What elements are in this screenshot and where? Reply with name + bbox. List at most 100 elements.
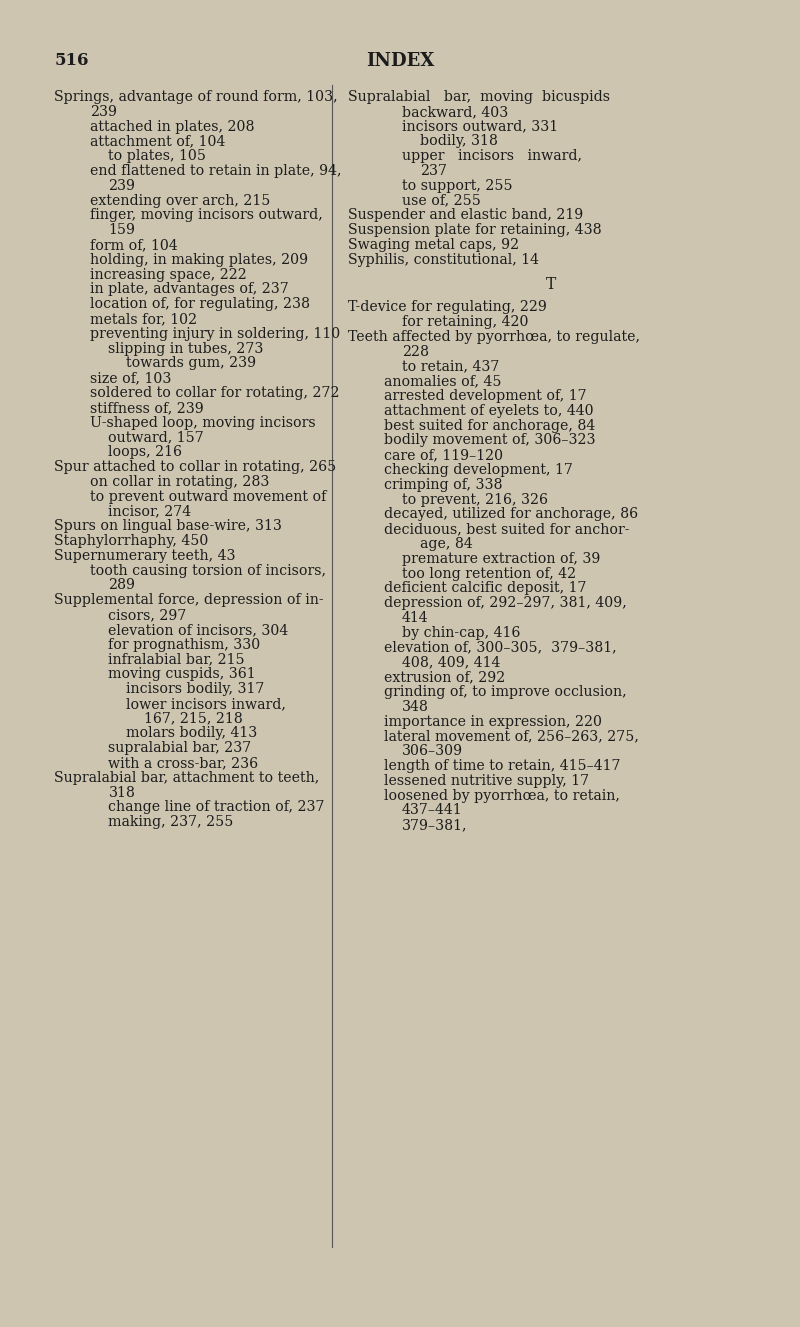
Text: metals for, 102: metals for, 102 xyxy=(90,312,198,326)
Text: for retaining, 420: for retaining, 420 xyxy=(402,314,529,329)
Text: increasing space, 222: increasing space, 222 xyxy=(90,268,247,281)
Text: end flattened to retain in plate, 94,: end flattened to retain in plate, 94, xyxy=(90,165,342,178)
Text: to prevent outward movement of: to prevent outward movement of xyxy=(90,490,326,504)
Text: anomalies of, 45: anomalies of, 45 xyxy=(384,374,502,389)
Text: towards gum, 239: towards gum, 239 xyxy=(126,357,257,370)
Text: loops, 216: loops, 216 xyxy=(109,445,182,459)
Text: Syphilis, constitutional, 14: Syphilis, constitutional, 14 xyxy=(348,253,539,267)
Text: Supralabial bar, attachment to teeth,: Supralabial bar, attachment to teeth, xyxy=(54,771,320,784)
Text: 408, 409, 414: 408, 409, 414 xyxy=(402,656,500,669)
Text: supralabial bar, 237: supralabial bar, 237 xyxy=(109,742,252,755)
Text: Suspender and elastic band, 219: Suspender and elastic band, 219 xyxy=(348,208,583,223)
Text: T: T xyxy=(546,276,556,293)
Text: importance in expression, 220: importance in expression, 220 xyxy=(384,714,602,729)
Text: to prevent, 216, 326: to prevent, 216, 326 xyxy=(402,492,548,507)
Text: 239: 239 xyxy=(109,179,135,192)
Text: backward, 403: backward, 403 xyxy=(402,105,508,119)
Text: finger, moving incisors outward,: finger, moving incisors outward, xyxy=(90,208,323,223)
Text: attached in plates, 208: attached in plates, 208 xyxy=(90,119,255,134)
Text: arrested development of, 17: arrested development of, 17 xyxy=(384,389,586,403)
Text: with a cross-bar, 236: with a cross-bar, 236 xyxy=(109,756,258,770)
Text: 239: 239 xyxy=(90,105,118,119)
Text: Swaging metal caps, 92: Swaging metal caps, 92 xyxy=(348,238,519,252)
Text: 318: 318 xyxy=(109,786,135,800)
Text: elevation of incisors, 304: elevation of incisors, 304 xyxy=(109,622,289,637)
Text: preventing injury in soldering, 110: preventing injury in soldering, 110 xyxy=(90,326,341,341)
Text: care of, 119–120: care of, 119–120 xyxy=(384,449,503,462)
Text: incisor, 274: incisor, 274 xyxy=(109,504,191,519)
Text: incisors outward, 331: incisors outward, 331 xyxy=(402,119,558,134)
Text: bodily, 318: bodily, 318 xyxy=(420,134,498,149)
Text: 167, 215, 218: 167, 215, 218 xyxy=(145,711,243,726)
Text: lower incisors inward,: lower incisors inward, xyxy=(126,697,286,711)
Text: too long retention of, 42: too long retention of, 42 xyxy=(402,567,576,580)
Text: change line of traction of, 237: change line of traction of, 237 xyxy=(109,800,325,815)
Text: deciduous, best suited for anchor-: deciduous, best suited for anchor- xyxy=(384,522,630,536)
Text: molars bodily, 413: molars bodily, 413 xyxy=(126,726,258,740)
Text: 237: 237 xyxy=(420,165,447,178)
Text: in plate, advantages of, 237: in plate, advantages of, 237 xyxy=(90,283,289,296)
Text: moving cuspids, 361: moving cuspids, 361 xyxy=(109,667,256,681)
Text: soldered to collar for rotating, 272: soldered to collar for rotating, 272 xyxy=(90,386,340,399)
Text: elevation of, 300–305,  379–381,: elevation of, 300–305, 379–381, xyxy=(384,641,617,654)
Text: age, 84: age, 84 xyxy=(420,537,473,551)
Text: 306–309: 306–309 xyxy=(402,744,463,758)
Text: 437–441: 437–441 xyxy=(402,803,462,817)
Text: on collar in rotating, 283: on collar in rotating, 283 xyxy=(90,475,270,488)
Text: 348: 348 xyxy=(402,699,429,714)
Text: slipping in tubes, 273: slipping in tubes, 273 xyxy=(109,341,264,356)
Text: attachment of eyelets to, 440: attachment of eyelets to, 440 xyxy=(384,403,594,418)
Text: U-shaped loop, moving incisors: U-shaped loop, moving incisors xyxy=(90,415,316,430)
Text: lessened nutritive supply, 17: lessened nutritive supply, 17 xyxy=(384,774,589,788)
Text: best suited for anchorage, 84: best suited for anchorage, 84 xyxy=(384,418,595,433)
Text: form of, 104: form of, 104 xyxy=(90,238,178,252)
Text: to retain, 437: to retain, 437 xyxy=(402,360,499,373)
Text: outward, 157: outward, 157 xyxy=(109,430,204,445)
Text: extrusion of, 292: extrusion of, 292 xyxy=(384,670,506,685)
Text: 289: 289 xyxy=(109,579,135,592)
Text: attachment of, 104: attachment of, 104 xyxy=(90,134,226,149)
Text: grinding of, to improve occlusion,: grinding of, to improve occlusion, xyxy=(384,685,626,699)
Text: use of, 255: use of, 255 xyxy=(402,194,481,207)
Text: to support, 255: to support, 255 xyxy=(402,179,513,192)
Text: for prognathism, 330: for prognathism, 330 xyxy=(109,637,261,652)
Text: 228: 228 xyxy=(402,345,429,358)
Text: 159: 159 xyxy=(109,223,135,238)
Text: Spurs on lingual base-wire, 313: Spurs on lingual base-wire, 313 xyxy=(54,519,282,533)
Text: 379–381,: 379–381, xyxy=(402,819,467,832)
Text: upper   incisors   inward,: upper incisors inward, xyxy=(402,149,582,163)
Text: premature extraction of, 39: premature extraction of, 39 xyxy=(402,552,600,565)
Text: checking development, 17: checking development, 17 xyxy=(384,463,573,476)
Text: crimping of, 338: crimping of, 338 xyxy=(384,478,502,492)
Text: loosened by pyorrhœa, to retain,: loosened by pyorrhœa, to retain, xyxy=(384,788,620,803)
Text: depression of, 292–297, 381, 409,: depression of, 292–297, 381, 409, xyxy=(384,596,626,610)
Text: tooth causing torsion of incisors,: tooth causing torsion of incisors, xyxy=(90,564,326,577)
Text: T-device for regulating, 229: T-device for regulating, 229 xyxy=(348,300,547,314)
Text: making, 237, 255: making, 237, 255 xyxy=(109,815,234,829)
Text: Suspension plate for retaining, 438: Suspension plate for retaining, 438 xyxy=(348,223,602,238)
Text: 414: 414 xyxy=(402,610,429,625)
Text: Springs, advantage of round form, 103,: Springs, advantage of round form, 103, xyxy=(54,90,338,104)
Text: extending over arch, 215: extending over arch, 215 xyxy=(90,194,270,207)
Text: Spur attached to collar in rotating, 265: Spur attached to collar in rotating, 265 xyxy=(54,460,337,474)
Text: Supralabial   bar,  moving  bicuspids: Supralabial bar, moving bicuspids xyxy=(348,90,610,104)
Text: decayed, utilized for anchorage, 86: decayed, utilized for anchorage, 86 xyxy=(384,507,638,522)
Text: Supernumerary teeth, 43: Supernumerary teeth, 43 xyxy=(54,549,236,563)
Text: 516: 516 xyxy=(54,52,89,69)
Text: infralabial bar, 215: infralabial bar, 215 xyxy=(109,653,245,666)
Text: by chin-cap, 416: by chin-cap, 416 xyxy=(402,626,520,640)
Text: INDEX: INDEX xyxy=(366,52,434,70)
Text: lateral movement of, 256–263, 275,: lateral movement of, 256–263, 275, xyxy=(384,730,639,743)
Text: incisors bodily, 317: incisors bodily, 317 xyxy=(126,682,265,695)
Text: Staphylorrhaphy, 450: Staphylorrhaphy, 450 xyxy=(54,533,209,548)
Text: Teeth affected by pyorrhœa, to regulate,: Teeth affected by pyorrhœa, to regulate, xyxy=(348,330,640,344)
Text: to plates, 105: to plates, 105 xyxy=(109,149,206,163)
Text: length of time to retain, 415–417: length of time to retain, 415–417 xyxy=(384,759,621,772)
Text: location of, for regulating, 238: location of, for regulating, 238 xyxy=(90,297,310,312)
Text: stiffness of, 239: stiffness of, 239 xyxy=(90,401,204,415)
Text: bodily movement of, 306–323: bodily movement of, 306–323 xyxy=(384,434,595,447)
Text: holding, in making plates, 209: holding, in making plates, 209 xyxy=(90,253,309,267)
Text: cisors, 297: cisors, 297 xyxy=(109,608,186,622)
Text: size of, 103: size of, 103 xyxy=(90,372,172,385)
Text: deficient calcific deposit, 17: deficient calcific deposit, 17 xyxy=(384,581,586,596)
